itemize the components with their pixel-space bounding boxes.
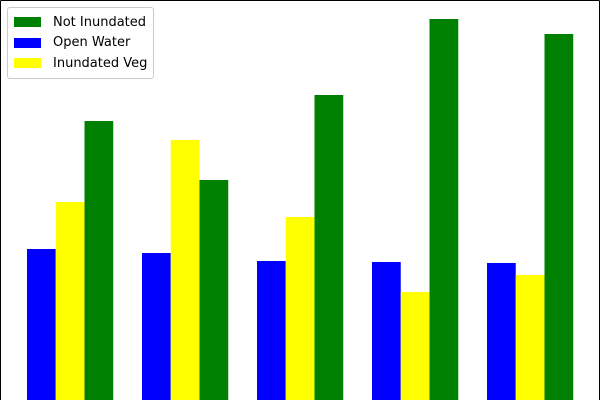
- bar-inundated-veg-3: [285, 217, 315, 400]
- bar-open-water-4: [372, 262, 401, 400]
- bar-not-inundated-2: [199, 180, 229, 400]
- legend: Not Inundated Open Water Inundated Veg: [7, 7, 155, 79]
- bar-inundated-veg-4: [400, 292, 430, 400]
- legend-label: Open Water: [53, 35, 131, 51]
- bar-not-inundated-5: [544, 34, 574, 400]
- bar-open-water-3: [257, 261, 286, 400]
- bar-not-inundated-1: [84, 121, 114, 400]
- legend-item-open-water: Open Water: [14, 33, 147, 54]
- legend-label: Inundated Veg: [53, 55, 148, 71]
- bar-not-inundated-3: [314, 95, 344, 400]
- bar-not-inundated-4: [429, 19, 459, 400]
- legend-item-inundated-veg: Inundated Veg: [14, 53, 147, 74]
- bar-open-water-5: [487, 263, 516, 400]
- legend-swatch: [14, 37, 41, 48]
- bar-inundated-veg-2: [170, 140, 200, 400]
- legend-label: Not Inundated: [53, 14, 147, 30]
- bar-inundated-veg-5: [515, 275, 545, 400]
- bar-open-water-1: [27, 249, 56, 400]
- legend-swatch: [14, 58, 41, 69]
- bar-inundated-veg-1: [55, 202, 85, 400]
- legend-swatch: [14, 17, 41, 28]
- bar-open-water-2: [142, 253, 171, 400]
- legend-item-not-inundated: Not Inundated: [14, 12, 147, 33]
